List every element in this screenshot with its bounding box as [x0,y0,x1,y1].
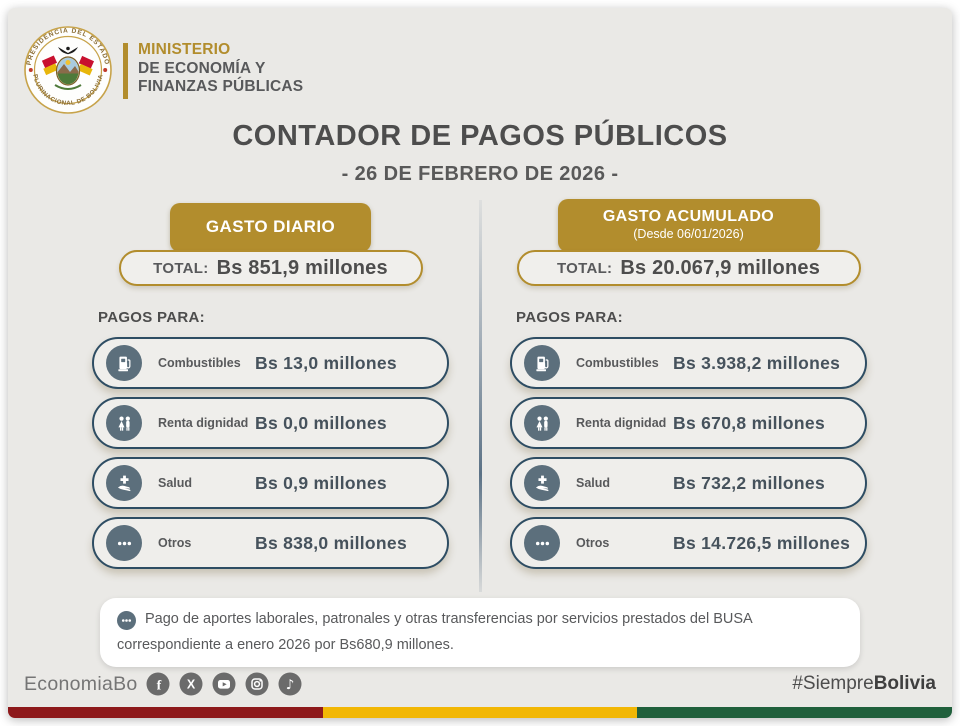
coat-of-arms [41,46,95,90]
accumulated-spend-header: GASTO ACUMULADO (Desde 06/01/2026) [557,199,820,252]
ministry-line3: FINANZAS PÚBLICAS [138,78,304,95]
daily-item-combustibles: Combustibles Bs 13,0 millones [92,337,449,389]
svg-text:f: f [156,679,161,694]
item-value: Bs 670,8 millones [673,412,825,433]
item-value: Bs 3.938,2 millones [673,352,841,373]
item-value: Bs 0,0 millones [255,412,387,433]
page-title: CONTADOR DE PAGOS PÚBLICOS [232,120,728,152]
header: PRESIDENCIA DEL ESTADO PLURINACIONAL DE … [24,26,303,114]
instagram-icon[interactable] [245,672,269,696]
ministry-line2: DE ECONOMÍA Y [138,59,266,77]
header-divider-bar [123,43,128,99]
svg-text:X: X [186,678,195,692]
item-label: Salud [158,476,193,490]
hashtag-prefix: #Siempre [792,673,874,694]
accumulated-header-since: (Desde 06/01/2026) [633,227,744,241]
ministry-line1: MINISTERIO [138,41,231,58]
health-cross-hand-icon [524,465,560,501]
fuel-pump-icon [524,345,560,381]
footnote-box: Pago de aportes laborales, patronales y … [100,598,860,667]
accumulated-total-label: TOTAL: [556,259,613,277]
infographic-card: PRESIDENCIA DEL ESTADO PLURINACIONAL DE … [8,8,952,718]
daily-spend-column: GASTO DIARIO TOTAL: Bs 851,9 millones PA… [92,190,449,577]
item-value: Bs 838,0 millones [255,532,407,553]
item-value: Bs 14.726,5 millones [673,532,851,553]
daily-total-value: Bs 851,9 millones [216,256,388,279]
daily-item-renta-dignidad: Renta dignidad Bs 0,0 millones [92,397,449,449]
ministry-name: MINISTERIO DE ECONOMÍA Y FINANZAS PÚBLIC… [138,41,303,97]
item-label: Combustibles [158,356,241,370]
fuel-pump-icon [106,345,142,381]
daily-total-pill: TOTAL: Bs 851,9 millones [118,250,423,286]
item-value: Bs 13,0 millones [255,352,397,373]
hashtag: #Siempre Bolivia [792,663,936,705]
accumulated-header-title: GASTO ACUMULADO [602,208,775,225]
svg-text:♪: ♪ [285,677,294,693]
item-value: Bs 732,2 millones [673,472,825,493]
elderly-couple-icon [524,405,560,441]
accumulated-item-renta-dignidad: Renta dignidad Bs 670,8 millones [510,397,867,449]
tiktok-icon[interactable]: ♪ [278,672,302,696]
page-date-subtitle: - 26 DE FEBRERO DE 2026 - [341,163,619,185]
bolivia-presidency-seal-logo: PRESIDENCIA DEL ESTADO PLURINACIONAL DE … [24,26,112,114]
flag-red-segment [8,707,323,718]
daily-total-label: TOTAL: [153,259,209,277]
accumulated-item-salud: Salud Bs 732,2 millones [510,457,867,509]
item-value: Bs 0,9 millones [255,472,387,493]
accumulated-section-label: PAGOS PARA: [516,309,623,326]
daily-section-label: PAGOS PARA: [98,309,205,326]
brand-handle: EconomiaBo [24,672,138,695]
accumulated-item-combustibles: Combustibles Bs 3.938,2 millones [510,337,867,389]
ellipsis-icon [106,525,142,561]
item-label: Salud [576,476,611,490]
facebook-icon[interactable]: f [146,672,170,696]
footer-brand-row: EconomiaBo f X ♪ [24,663,302,705]
column-divider [479,200,482,592]
accumulated-item-otros: Otros Bs 14.726,5 millones [510,517,867,569]
daily-item-otros: Otros Bs 838,0 millones [92,517,449,569]
x-icon[interactable]: X [179,672,203,696]
elderly-couple-icon [106,405,142,441]
item-label: Otros [576,536,610,550]
item-label: Renta dignidad [158,416,249,430]
ellipsis-icon [524,525,560,561]
footnote-text: Pago de aportes laborales, patronales y … [117,611,752,653]
item-label: Renta dignidad [576,416,667,430]
item-label: Otros [158,536,192,550]
accumulated-total-value: Bs 20.067,9 millones [620,256,821,279]
hashtag-bold: Bolivia [873,673,936,694]
ellipsis-icon [117,611,136,630]
accumulated-total-pill: TOTAL: Bs 20.067,9 millones [516,250,861,286]
youtube-icon[interactable] [212,672,236,696]
flag-yellow-segment [322,707,638,718]
flag-green-segment [637,707,952,718]
accumulated-spend-column: GASTO ACUMULADO (Desde 06/01/2026) TOTAL… [510,190,867,577]
item-label: Combustibles [576,356,659,370]
bolivia-flag-stripe [8,707,952,718]
health-cross-hand-icon [106,465,142,501]
daily-spend-header: GASTO DIARIO [170,203,371,252]
daily-item-salud: Salud Bs 0,9 millones [92,457,449,509]
